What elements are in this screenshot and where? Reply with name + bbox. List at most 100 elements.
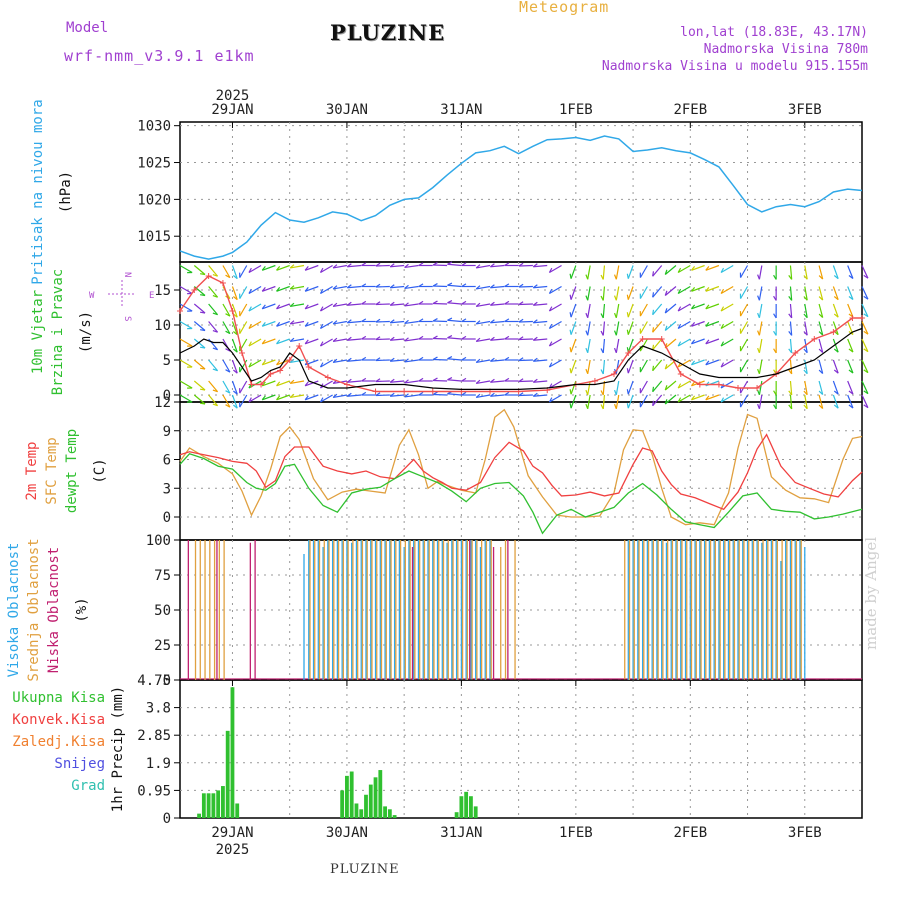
wind-barb-head bbox=[664, 364, 668, 370]
wind-barb bbox=[533, 338, 548, 341]
wind-barb bbox=[615, 394, 620, 409]
wind-barb-head bbox=[652, 365, 655, 371]
wind-barb bbox=[549, 320, 562, 330]
wind-barb-head bbox=[332, 358, 338, 363]
y-tick-label: 0 bbox=[163, 510, 171, 526]
gust-marker bbox=[401, 388, 408, 395]
wind-barb-head bbox=[261, 339, 266, 345]
wind-barb bbox=[740, 359, 749, 373]
wind-barb bbox=[248, 285, 262, 295]
wind-barb bbox=[570, 321, 577, 335]
wind-barb-head bbox=[569, 312, 572, 318]
wind-barb-head bbox=[225, 348, 231, 352]
wind-barb-head bbox=[375, 301, 381, 305]
wind-barb-head bbox=[212, 347, 218, 351]
wind-barb-head bbox=[585, 312, 589, 319]
wind-barb bbox=[248, 359, 262, 368]
wind-barb bbox=[720, 320, 734, 330]
y-tick-label: 100 bbox=[146, 533, 171, 549]
wind-barb-head bbox=[848, 274, 854, 279]
wind-barb bbox=[179, 380, 193, 389]
wind-barb-head bbox=[232, 390, 238, 395]
wind-barb-head bbox=[803, 275, 808, 280]
wind-barb bbox=[570, 359, 577, 374]
wind-barb-head bbox=[548, 397, 553, 403]
gust-marker bbox=[611, 371, 617, 377]
wind-barb-head bbox=[504, 262, 510, 267]
wind-barb bbox=[193, 303, 206, 314]
wind-barb-head bbox=[652, 292, 655, 298]
wind-barb-head bbox=[261, 360, 266, 366]
gust-marker bbox=[324, 374, 331, 381]
precip-bar bbox=[387, 809, 392, 818]
precip-bar bbox=[364, 794, 368, 818]
wind-barb-head bbox=[461, 318, 467, 323]
wind-barb bbox=[652, 338, 663, 351]
wind-barb-head bbox=[346, 378, 352, 383]
precip-bar bbox=[378, 770, 383, 818]
compass-west: W bbox=[89, 291, 95, 301]
wind-barb bbox=[587, 338, 591, 353]
wind-barb-head bbox=[585, 403, 589, 410]
wind-barb-head bbox=[361, 377, 367, 382]
wind-barb-head bbox=[232, 369, 238, 374]
wind-barb bbox=[602, 303, 606, 318]
wind-barb bbox=[720, 264, 734, 274]
wind-barb-head bbox=[261, 395, 266, 401]
wind-barb bbox=[847, 394, 854, 409]
wind-barb bbox=[179, 338, 193, 347]
wind-barb-head bbox=[532, 357, 538, 362]
wind-barb bbox=[193, 359, 206, 370]
compass-south: S bbox=[122, 316, 132, 321]
wind-barb bbox=[587, 321, 591, 336]
wind-barb bbox=[861, 286, 869, 300]
wind-barb bbox=[602, 359, 606, 374]
wind-barb-head bbox=[261, 287, 266, 292]
wind-barb bbox=[818, 359, 824, 374]
wind-barb-head bbox=[332, 320, 338, 325]
wind-barb-head bbox=[600, 313, 604, 319]
wind-barb-head bbox=[532, 392, 538, 397]
wind-barb bbox=[587, 265, 591, 280]
compass-north: N bbox=[122, 272, 132, 277]
wind-barb-head bbox=[404, 284, 409, 289]
wind-barb bbox=[404, 394, 419, 398]
wind-barb bbox=[847, 380, 854, 395]
wind-barb bbox=[476, 394, 491, 399]
wind-barb-head bbox=[585, 274, 589, 280]
wind-barb-head bbox=[613, 403, 617, 410]
wind-barb bbox=[208, 265, 219, 277]
wind-barb bbox=[691, 285, 705, 292]
day-label-bottom: 3FEB bbox=[788, 825, 822, 841]
wind-barb-head bbox=[833, 390, 839, 395]
wind-barb-head bbox=[319, 362, 324, 368]
wind-barb bbox=[208, 321, 219, 333]
wind-barb bbox=[627, 265, 634, 279]
wind-barb bbox=[347, 264, 362, 268]
wind-barb-head bbox=[600, 295, 604, 301]
wind-barb-head bbox=[613, 347, 617, 354]
wind-barb-head bbox=[232, 404, 238, 409]
wind-barb-head bbox=[361, 391, 367, 396]
wind-barb-head bbox=[304, 266, 309, 271]
wind-barb bbox=[490, 303, 505, 306]
gust-marker bbox=[296, 343, 303, 349]
wind-barb-head bbox=[818, 275, 824, 280]
wind-barb-head bbox=[600, 348, 604, 354]
wind-barb-head bbox=[863, 274, 869, 279]
wind-barb bbox=[239, 394, 248, 408]
wind-barb-head bbox=[212, 368, 218, 372]
wind-barb-head bbox=[304, 381, 309, 387]
wind-barb-head bbox=[404, 337, 409, 342]
wind-barb-head bbox=[600, 330, 604, 336]
wind-barb-head bbox=[626, 312, 629, 318]
wind-barb-head bbox=[361, 300, 367, 305]
wind-barb-head bbox=[404, 358, 409, 363]
wind-barb bbox=[222, 265, 231, 278]
wind-barb-head bbox=[600, 369, 604, 375]
gust-marker bbox=[591, 378, 598, 384]
wind-barb bbox=[447, 263, 462, 267]
precip-bar bbox=[392, 815, 397, 818]
gust-marker bbox=[792, 350, 799, 356]
wind-barb-head bbox=[585, 389, 589, 396]
